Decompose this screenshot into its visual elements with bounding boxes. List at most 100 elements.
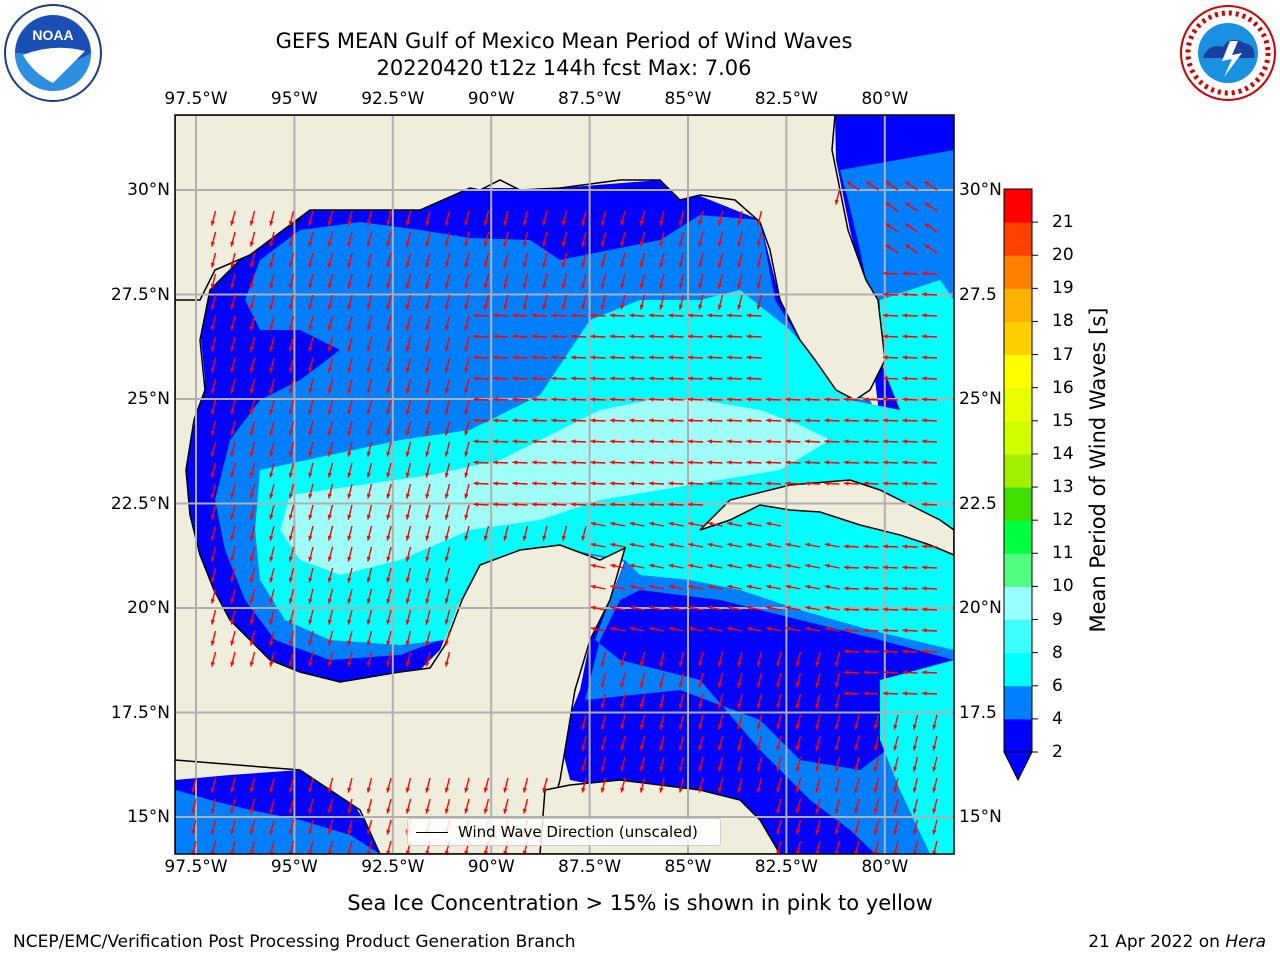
wave-direction-arrow	[230, 357, 236, 373]
wave-direction-arrow	[386, 588, 392, 604]
wave-direction-arrow	[609, 376, 626, 381]
wave-direction-arrow	[347, 504, 353, 520]
lat-tick-right: 17.5	[959, 702, 997, 723]
wave-direction-arrow	[921, 607, 938, 612]
map-legend: Wind Wave Direction (unscaled)	[407, 818, 721, 846]
wave-direction-arrow	[756, 252, 763, 268]
wave-direction-arrow	[444, 231, 451, 247]
wave-direction-arrow	[210, 336, 217, 352]
wave-direction-arrow	[405, 777, 412, 793]
wave-direction-arrow	[688, 521, 704, 527]
wave-direction-arrow	[843, 418, 860, 423]
wave-direction-arrow	[288, 441, 295, 457]
wave-direction-arrow	[386, 630, 392, 646]
wave-direction-arrow	[678, 735, 685, 751]
wave-direction-arrow	[726, 355, 743, 360]
wave-direction-arrow	[191, 777, 197, 793]
wave-direction-arrow	[308, 798, 314, 814]
wave-direction-arrow	[659, 252, 665, 268]
wave-direction-arrow	[327, 336, 334, 352]
wave-direction-arrow	[444, 798, 451, 814]
lat-tick-left: 25°N	[127, 389, 170, 409]
wave-direction-arrow	[308, 336, 314, 352]
wave-direction-arrow	[327, 798, 334, 814]
sea-ice-note: Sea Ice Concentration > 15% is shown in …	[347, 891, 933, 915]
wave-direction-arrow	[249, 378, 256, 394]
wave-direction-arrow	[902, 649, 918, 654]
wave-direction-arrow	[347, 525, 353, 541]
wave-direction-arrow	[776, 819, 782, 835]
wave-direction-arrow	[795, 756, 802, 772]
wave-direction-arrow	[776, 798, 782, 814]
wave-direction-arrow	[863, 607, 879, 612]
wave-direction-arrow	[191, 798, 197, 814]
wave-direction-arrow	[659, 672, 665, 688]
wave-direction-arrow	[230, 483, 236, 499]
wave-direction-arrow	[581, 252, 587, 268]
wave-direction-arrow	[249, 483, 256, 499]
wave-direction-arrow	[269, 525, 275, 541]
wave-direction-arrow	[230, 294, 236, 310]
wave-direction-arrow	[581, 273, 587, 289]
wave-direction-arrow	[464, 441, 470, 457]
wave-direction-arrow	[308, 525, 314, 541]
wave-direction-arrow	[425, 630, 431, 646]
wave-direction-arrow	[707, 605, 723, 611]
colorbar-outline	[1003, 188, 1033, 753]
wave-direction-arrow	[210, 525, 217, 541]
wave-direction-arrow	[610, 521, 626, 527]
wave-direction-arrow	[863, 670, 879, 675]
wave-direction-arrow	[425, 651, 431, 667]
wave-direction-arrow	[249, 252, 256, 268]
wave-direction-arrow	[698, 672, 704, 688]
wave-direction-arrow	[687, 313, 704, 318]
wave-direction-arrow	[766, 563, 782, 569]
wave-direction-arrow	[210, 399, 217, 415]
wave-direction-arrow	[483, 210, 490, 226]
wave-direction-arrow	[308, 441, 314, 457]
wave-direction-arrow	[405, 399, 412, 415]
lat-tick-left: 27.5°N	[110, 284, 170, 305]
wave-direction-arrow	[366, 819, 373, 835]
wave-direction-arrow	[726, 460, 743, 465]
wave-direction-arrow	[269, 420, 275, 436]
wave-direction-arrow	[921, 376, 938, 381]
wave-direction-arrow	[386, 441, 392, 457]
wave-direction-arrow	[249, 609, 256, 625]
wave-direction-arrow	[678, 294, 685, 310]
wave-direction-arrow	[785, 584, 801, 590]
wave-direction-arrow	[405, 315, 412, 331]
wave-direction-arrow	[746, 481, 762, 486]
wave-direction-arrow	[444, 483, 451, 499]
wave-direction-arrow	[327, 630, 334, 646]
wave-direction-arrow	[639, 651, 646, 667]
noaa-logo: NOAA	[4, 4, 102, 102]
wave-direction-arrow	[882, 334, 899, 339]
wave-direction-arrow	[551, 418, 567, 423]
wave-direction-arrow	[863, 460, 879, 465]
colorbar-tick-label: 20	[1052, 245, 1074, 266]
wave-direction-arrow	[843, 481, 860, 486]
wave-direction-arrow	[425, 336, 431, 352]
wave-direction-arrow	[531, 460, 548, 465]
colorbar-segment	[1004, 321, 1032, 356]
wave-direction-arrow	[924, 180, 938, 191]
wave-direction-arrow	[921, 418, 938, 423]
wave-direction-arrow	[921, 481, 938, 486]
wave-direction-arrow	[746, 460, 762, 465]
wave-direction-arrow	[873, 819, 880, 835]
wave-direction-arrow	[473, 313, 489, 318]
lat-tick-right: 22.5	[959, 493, 997, 514]
wave-direction-arrow	[366, 252, 373, 268]
wave-direction-arrow	[795, 798, 802, 814]
wave-direction-arrow	[464, 294, 470, 310]
wave-direction-arrow	[473, 376, 489, 381]
wave-direction-arrow	[902, 334, 918, 339]
wave-direction-arrow	[882, 628, 899, 633]
wave-direction-arrow	[834, 756, 841, 772]
wave-direction-arrow	[629, 563, 645, 569]
wave-direction-arrow	[726, 313, 743, 318]
wave-direction-arrow	[707, 334, 723, 339]
wave-direction-arrow	[854, 714, 860, 730]
wave-direction-arrow	[639, 693, 646, 709]
